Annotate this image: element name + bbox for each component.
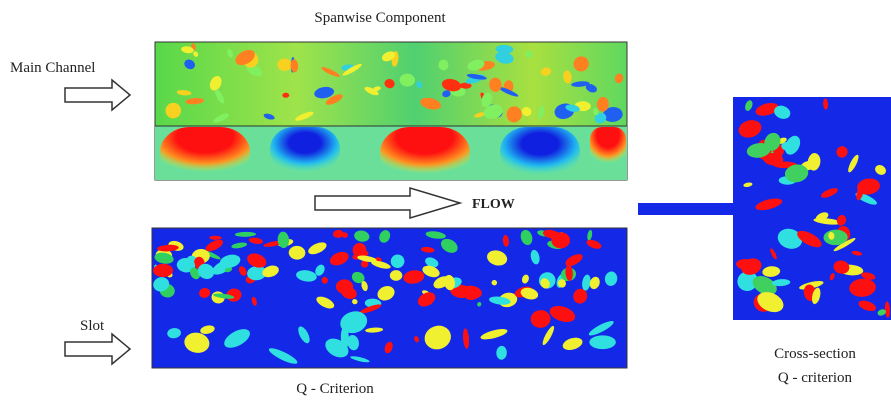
cross-section-panel <box>733 97 891 320</box>
contour-blob <box>390 270 403 281</box>
spanwise-panel <box>155 42 627 180</box>
contour-blob <box>160 127 250 177</box>
contour-blob <box>500 127 580 175</box>
right-caption: Q - criterion <box>778 370 853 386</box>
figure: Spanwise Component Main Channel FLOW Slo… <box>0 0 891 403</box>
main-channel-label: Main Channel <box>10 60 95 76</box>
flow-arrow <box>315 188 460 218</box>
contour-blob <box>270 127 340 172</box>
flow-label: FLOW <box>472 197 515 212</box>
bottom-caption: Q - Criterion <box>296 381 374 397</box>
arrow <box>65 334 130 364</box>
contour-blob <box>590 127 626 167</box>
contour-blob <box>551 232 570 248</box>
contour-blob <box>589 335 615 349</box>
right-caption: Cross-section <box>774 346 856 362</box>
arrow <box>65 80 130 110</box>
top-title: Spanwise Component <box>314 10 446 26</box>
slot-strip <box>638 203 733 215</box>
q-criterion-panel <box>151 228 627 368</box>
slot-label: Slot <box>80 318 105 334</box>
contour-blob <box>380 127 470 179</box>
